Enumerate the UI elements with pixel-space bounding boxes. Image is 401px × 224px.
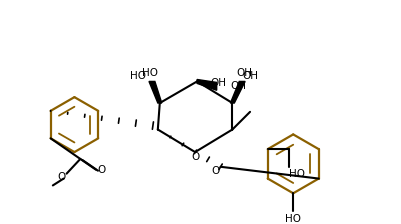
- Polygon shape: [231, 82, 245, 103]
- Text: O: O: [58, 172, 66, 182]
- Text: HO: HO: [130, 71, 146, 81]
- Text: O: O: [191, 152, 199, 162]
- Text: OH: OH: [231, 81, 247, 91]
- Text: OH: OH: [242, 71, 258, 81]
- Text: OH: OH: [211, 78, 227, 88]
- Text: HO: HO: [142, 68, 158, 78]
- Text: O: O: [98, 165, 106, 175]
- Text: O: O: [212, 166, 220, 176]
- Text: HO: HO: [289, 169, 305, 179]
- Polygon shape: [149, 82, 162, 103]
- Text: HO: HO: [285, 214, 301, 224]
- Text: OH: OH: [236, 68, 252, 78]
- Polygon shape: [197, 80, 217, 90]
